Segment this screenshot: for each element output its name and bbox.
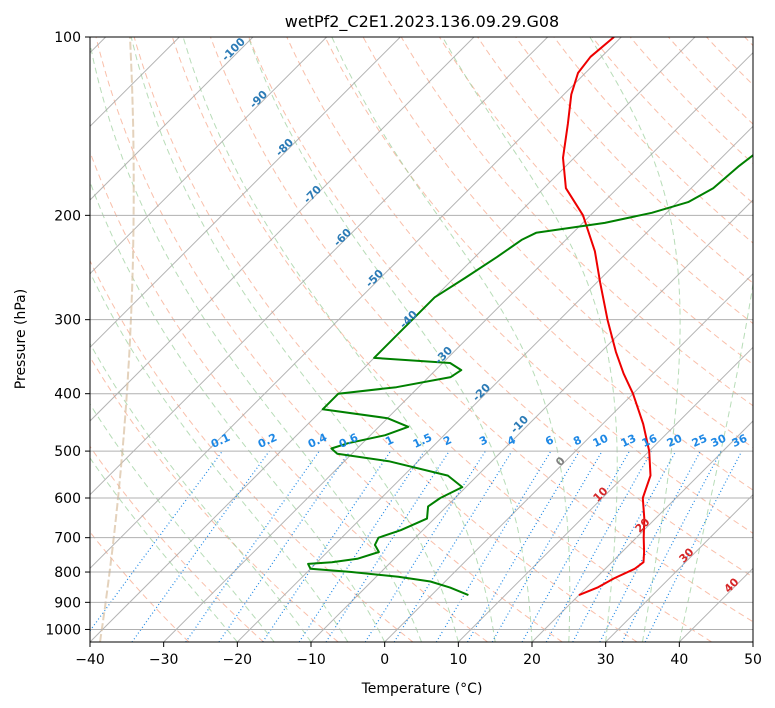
- isotherm-line: [90, 37, 622, 570]
- isotherm-line: [531, 420, 753, 642]
- mixing-ratio-label: 36: [730, 432, 750, 450]
- dry-adiabat-line: [477, 37, 753, 325]
- isotherm-line: [457, 346, 753, 642]
- y-tick-label: 500: [54, 444, 81, 460]
- isotherm-line: [90, 37, 401, 349]
- dry-adiabat-line: [90, 259, 414, 642]
- y-tick-label: 800: [54, 565, 81, 581]
- mixing-ratio-line: [325, 450, 450, 642]
- y-tick-label: 600: [54, 491, 81, 507]
- mixing-ratio-line: [298, 450, 425, 642]
- mixing-ratio-line: [545, 450, 653, 642]
- moist-adiabat-line: [90, 271, 349, 642]
- dry-adiabat-line: [324, 37, 753, 491]
- mixing-ratio-line: [262, 450, 392, 642]
- isotherm-line: [163, 51, 753, 642]
- y-axis-label: Pressure (hPa): [13, 289, 29, 389]
- chart-title: wetPf2_C2E1.2023.136.09.29.G08: [285, 12, 559, 32]
- x-tick-label: −10: [296, 652, 326, 668]
- mixing-ratio-label: 10: [591, 432, 611, 450]
- moist-adiabat-line: [90, 457, 238, 642]
- dewpoint-profile-line: [307, 154, 753, 597]
- isotherm-line: [384, 272, 753, 642]
- mixing-ratio-line: [572, 450, 677, 642]
- isotherm-line: [90, 37, 549, 496]
- mixing-ratio-label: 20: [665, 432, 685, 450]
- series-layer: [307, 37, 753, 597]
- dry-adiabat-line: [133, 37, 638, 642]
- y-tick-label: 1000: [45, 622, 81, 638]
- moist-adiabat-line: [442, 37, 618, 642]
- y-tick-label: 200: [54, 208, 81, 224]
- dry-adiabat-line: [515, 37, 753, 284]
- x-tick-label: 50: [744, 652, 762, 668]
- dry-adiabat-line: [400, 37, 753, 407]
- isotherm-line: [90, 37, 328, 275]
- mixing-ratio-label: 25: [690, 432, 709, 450]
- moist-adiabat-line: [247, 37, 533, 642]
- dry-adiabat-line: [591, 37, 753, 204]
- dry-adiabat-line: [629, 37, 753, 165]
- x-axis-label: Temperature (°C): [361, 681, 483, 697]
- x-tick-label: −20: [223, 652, 253, 668]
- mixing-ratio-line: [185, 450, 320, 642]
- x-tick-label: 40: [670, 652, 688, 668]
- dry-adiabat-line: [248, 37, 753, 578]
- moist-adiabat-line: [678, 280, 753, 642]
- x-tick-label: −30: [149, 652, 179, 668]
- isotherm-line: [90, 37, 254, 201]
- x-tick-label: −40: [75, 652, 105, 668]
- x-tick-label: 30: [597, 652, 615, 668]
- dry-adiabat-line: [210, 37, 753, 623]
- dry-adiabat-line: [90, 445, 264, 642]
- dry-adiabat-line: [95, 37, 563, 642]
- isotherm-line: [605, 493, 753, 642]
- moist-adiabat-line: [589, 37, 681, 642]
- mixing-ratio-label: 16: [640, 432, 660, 450]
- y-tick-label: 300: [54, 313, 81, 329]
- moist-adiabat-line: [130, 37, 459, 642]
- mixing-ratio-line: [131, 450, 270, 642]
- mixing-ratio-line: [364, 450, 486, 642]
- y-tick-label: 700: [54, 531, 81, 547]
- isotherm-line: [90, 37, 475, 422]
- mixing-ratio-label: 30: [709, 432, 729, 450]
- dry-adiabat-line: [171, 37, 712, 642]
- moist-adiabat-line: [90, 41, 422, 642]
- moist-adiabat-line: [90, 403, 275, 642]
- y-tick-label: 100: [54, 30, 81, 46]
- plot-frame: [89, 36, 754, 643]
- mixing-ratio-label: 13: [619, 432, 638, 450]
- temperature-profile-line: [562, 37, 652, 597]
- mixing-ratio-line: [393, 450, 513, 642]
- mixing-ratio-line: [644, 450, 743, 642]
- x-tick-label: 10: [449, 652, 467, 668]
- freezing-line: [99, 37, 135, 642]
- x-tick-label: 0: [380, 652, 389, 668]
- moist-adiabat-line: [331, 37, 571, 642]
- mixing-ratio-line: [621, 450, 722, 642]
- mixing-ratio-line: [218, 450, 351, 642]
- y-tick-label: 900: [54, 595, 81, 611]
- y-tick-label: 400: [54, 387, 81, 403]
- x-tick-label: 20: [523, 652, 541, 668]
- axes-layer: −40 −30 −20 −10 0 10 20 30 40 50 1000 900 800 700 600 5…: [45, 30, 762, 668]
- isotherm-line: [236, 125, 753, 642]
- mixing-ratio-line: [435, 450, 552, 642]
